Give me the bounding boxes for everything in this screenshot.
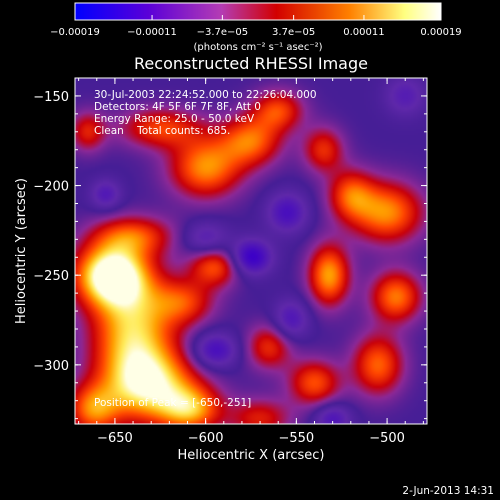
x-axis-title: Heliocentric X (arcsec) — [178, 448, 325, 463]
info-energy-range: Energy Range: 25.0 - 50.0 keV — [94, 113, 255, 125]
colorbar-frame — [74, 2, 442, 21]
colorbar: −0.00019 −0.00011 −3.7e−05 3.7e−05 0.00011 0.… — [50, 2, 462, 53]
colorbar-units: (photons cm⁻² s⁻¹ asec⁻²) — [193, 42, 322, 53]
colorbar-gradient — [75, 3, 441, 20]
y-axis-title: Heliocentric Y (arcsec) — [14, 178, 29, 324]
colorbar-tick-label: −0.00019 — [50, 27, 100, 38]
colorbar-ticks: −0.00019 −0.00011 −3.7e−05 3.7e−05 0.00011 0.… — [50, 15, 462, 38]
info-time-range: 30-Jul-2003 22:24:52.000 to 22:26:04.000 — [94, 89, 317, 101]
peak-position-label: Position of Peak = [-650,-251] — [94, 397, 251, 409]
y-tick-label: −250 — [33, 269, 69, 284]
chart-title: Reconstructed RHESSI Image — [134, 54, 368, 73]
x-tick-label: −550 — [279, 431, 315, 446]
plot-frame — [74, 77, 428, 425]
x-tick-label: −600 — [188, 431, 224, 446]
y-tick-label: −200 — [33, 180, 69, 195]
heatmap-image — [75, 78, 427, 424]
x-tick-label: −500 — [369, 431, 405, 446]
colorbar-tick-label: −0.00011 — [127, 27, 177, 38]
colorbar-tick-label: −3.7e−05 — [197, 27, 249, 38]
colorbar-tick-label: 0.00019 — [420, 27, 461, 38]
x-tick-label: −650 — [97, 431, 133, 446]
colorbar-tick-label: 3.7e−05 — [272, 27, 315, 38]
y-axis: −150 −200 −250 −300 — [33, 77, 427, 420]
info-detectors: Detectors: 4F 5F 6F 7F 8F, Att 0 — [94, 101, 261, 113]
x-axis: −650 −600 −550 −500 — [78, 78, 424, 446]
y-tick-label: −300 — [33, 359, 69, 374]
heatmap-area — [75, 78, 427, 424]
colorbar-tick-label: 0.00011 — [343, 27, 384, 38]
y-tick-label: −150 — [33, 90, 69, 105]
footer-timestamp: 2-Jun-2013 14:31 — [402, 485, 494, 497]
info-block: 30-Jul-2003 22:24:52.000 to 22:26:04.000… — [94, 89, 317, 137]
info-total-counts: Clean Total counts: 685. — [94, 125, 230, 137]
